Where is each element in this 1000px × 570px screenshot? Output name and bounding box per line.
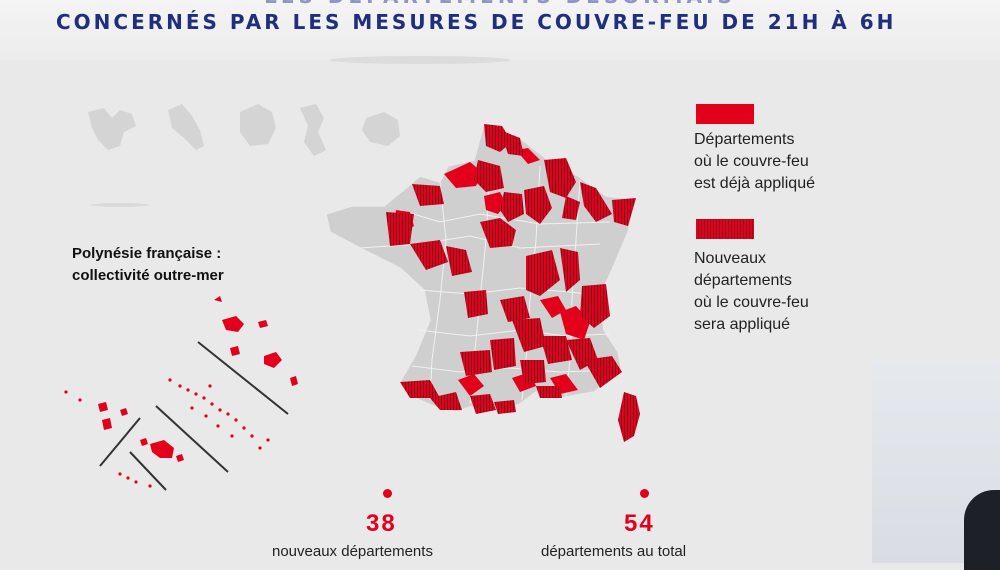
stat-number-new: 38: [366, 510, 397, 537]
stat-label-total: départements au total: [541, 543, 687, 560]
polynesie-label: Polynésie française : collectivité outre…: [72, 243, 224, 287]
page-title: CONCERNÉS PAR LES MESURES DE COUVRE-FEU …: [56, 10, 897, 34]
speaker-silhouette: [964, 490, 1000, 570]
polynesie-label-line1: Polynésie française :: [72, 245, 222, 262]
curfew-new-departments: [386, 124, 636, 414]
legend-new-line4: sera appliqué: [694, 316, 791, 333]
polynesie-islands: [64, 296, 298, 488]
martinique-shape: [168, 104, 204, 150]
legend-text-applied: Départements où le couvre-feu est déjà a…: [694, 129, 815, 195]
header-band: LES DÉPARTEMENTS DÉSORMAIS CONCERNÉS PAR…: [0, 0, 1000, 60]
legend-applied-line2: où le couvre-feu: [694, 153, 809, 170]
legend-applied-line1: Départements: [694, 131, 795, 148]
legend-new-line1: Nouveaux: [694, 250, 767, 267]
legend-swatch-new: [696, 219, 754, 239]
stat-dot-total: [640, 489, 649, 498]
polynesie-separators: [99, 341, 289, 491]
guadeloupe-shape: [88, 108, 136, 150]
stat-label-new: nouveaux départements: [272, 543, 433, 560]
title-top-line: LES DÉPARTEMENTS DÉSORMAIS: [0, 0, 1000, 8]
legend-new-line3: où le couvre-feu: [694, 294, 809, 311]
polynesie-label-line2: collectivité outre-mer: [72, 267, 224, 284]
guyane-shape: [240, 104, 276, 146]
stat-dot-new: [383, 489, 392, 498]
mayotte-shape: [300, 104, 326, 156]
legend-text-new: Nouveaux départements où le couvre-feu s…: [694, 248, 809, 336]
legend-applied-line3: est déjà appliqué: [694, 175, 815, 192]
corse-shape: [618, 392, 640, 442]
reunion-shape: [362, 112, 400, 146]
legend-new-line2: départements: [694, 272, 792, 289]
legend-swatch-applied: [696, 104, 754, 124]
stat-number-total: 54: [624, 510, 655, 537]
